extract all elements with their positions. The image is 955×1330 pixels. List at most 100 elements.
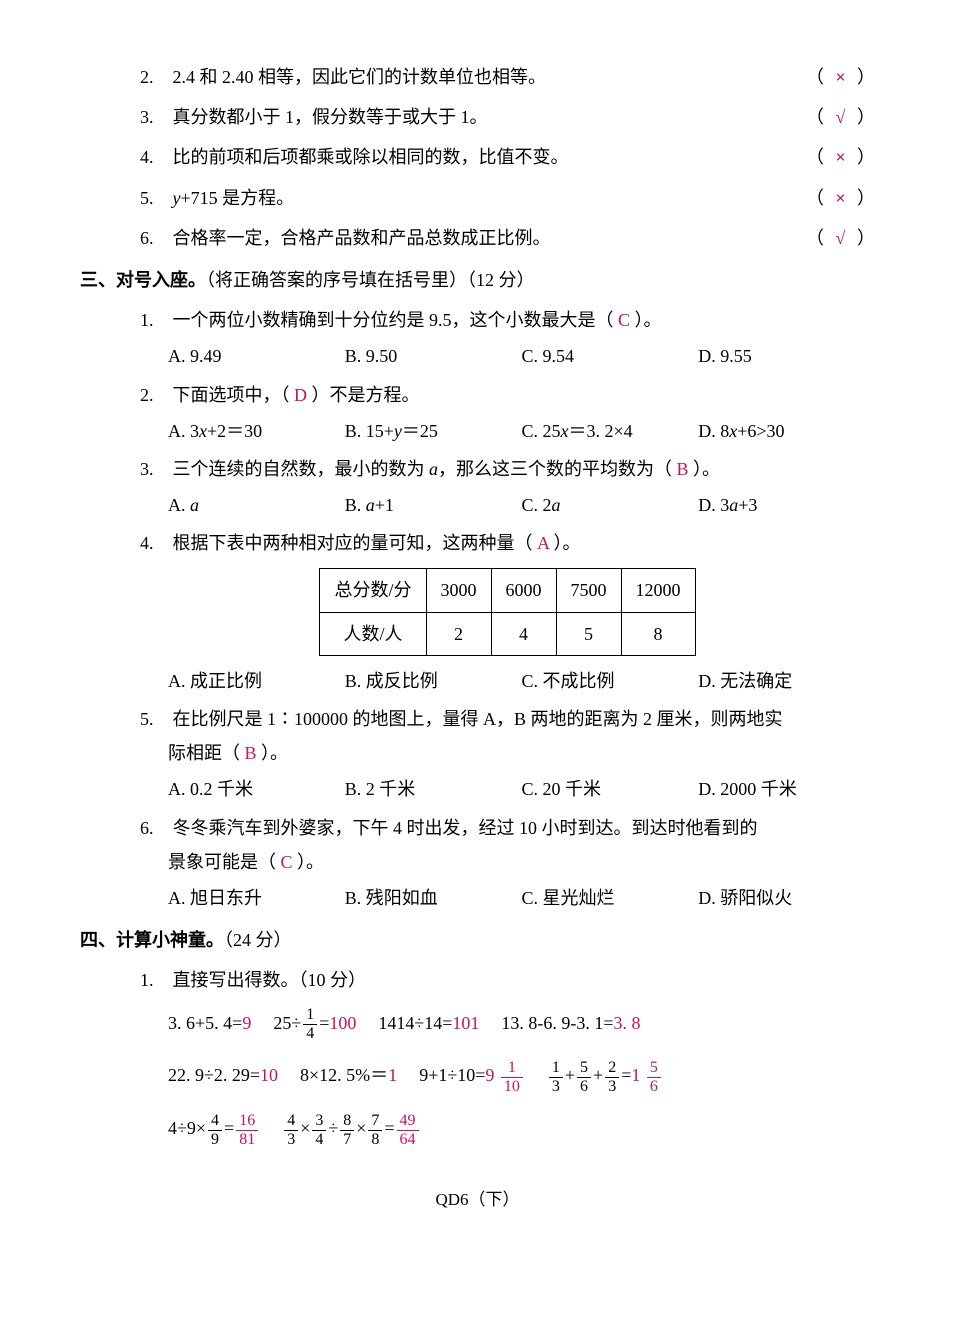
tf-paren: （ × ） <box>806 181 875 215</box>
mc-options: A. 9.49 B. 9.50 C. 9.54 D. 9.55 <box>140 339 875 373</box>
mc-stem-post: ）。 <box>554 533 581 553</box>
mc-stem-pre: 根据下表中两种相对应的量可知，这两种量（ <box>173 533 533 553</box>
mc-item: 2. 下面选项中，（ D ）不是方程。 A. 3x+2＝30 B. 15+y＝2… <box>80 378 875 448</box>
mc-answer: D <box>290 385 312 405</box>
sec4-points: （24 分） <box>224 930 292 950</box>
mc-opt: B. 残阳如血 <box>345 881 522 915</box>
calc-expr: 22. 9÷2. 29= <box>168 1065 260 1085</box>
table-row: 人数/人 2 4 5 8 <box>320 612 695 655</box>
tf-text: 5. y+715 是方程。 <box>140 181 806 215</box>
mc-opt: A. 成正比例 <box>168 664 345 698</box>
mc-opt: B. 成反比例 <box>345 664 522 698</box>
mc-stem: 2. 下面选项中，（ D ）不是方程。 <box>140 378 875 412</box>
calc-item: 13. 8-6. 9-3. 1=3. 8 <box>501 1006 640 1043</box>
mc-options: A. 3x+2＝30 B. 15+y＝25 C. 25x＝3. 2×4 D. 8… <box>140 414 875 448</box>
mc-item: 3. 三个连续的自然数，最小的数为 a，那么这三个数的平均数为（ B ）。 A.… <box>80 452 875 522</box>
mc-opt: B. 15+y＝25 <box>345 414 522 448</box>
mc-stem-post: ）。 <box>635 310 662 330</box>
mc-opt: A. 0.2 千米 <box>168 772 345 806</box>
mc-stem-pre: 下面选项中，（ <box>173 385 290 405</box>
mc-options: A. 0.2 千米 B. 2 千米 C. 20 千米 D. 2000 千米 <box>140 772 875 806</box>
mc-opt: C. 25x＝3. 2×4 <box>522 414 699 448</box>
tf-statement: y+715 是方程。 <box>173 188 295 208</box>
table-cell: 12000 <box>621 569 695 612</box>
mc-opt: C. 星光灿烂 <box>522 881 699 915</box>
calc-ans: 1 <box>388 1065 397 1085</box>
mc-stem: 6. 冬冬乘汽车到外婆家，下午 4 时出发，经过 10 小时到达。到达时他看到的… <box>140 811 875 879</box>
calc-item: 22. 9÷2. 29=10 <box>168 1058 278 1095</box>
tf-statement: 合格率一定，合格产品数和产品总数成正比例。 <box>173 228 551 248</box>
tf-mark: × <box>829 60 853 94</box>
mc-answer: C <box>276 852 297 872</box>
calc-row: 22. 9÷2. 29=10 8×12. 5%＝1 9+1÷10=9 110 1… <box>80 1058 875 1111</box>
tf-text: 6. 合格率一定，合格产品数和产品总数成正比例。 <box>140 221 806 255</box>
table-cell: 总分数/分 <box>320 569 426 612</box>
mc-item: 5. 在比例尺是 1∶100000 的地图上，量得 A，B 两地的距离为 2 厘… <box>80 702 875 807</box>
mc-stem: 3. 三个连续的自然数，最小的数为 a，那么这三个数的平均数为（ B ）。 <box>140 452 875 486</box>
mc-answer: C <box>614 310 635 330</box>
mc-stem-post: ）。 <box>297 852 324 872</box>
table-cell: 人数/人 <box>320 612 426 655</box>
mc-opt: A. 3x+2＝30 <box>168 414 345 448</box>
mc-opt: A. 9.49 <box>168 339 345 373</box>
calc-item: 9+1÷10=9 110 <box>419 1058 525 1095</box>
calc-expr: 8×12. 5%＝ <box>300 1065 388 1085</box>
tf-statement: 比的前项和后项都乘或除以相同的数，比值不变。 <box>173 147 569 167</box>
table-cell: 5 <box>556 612 621 655</box>
sec3-note: （将正确答案的序号填在括号里）（12 分） <box>206 270 535 290</box>
sub-label: 直接写出得数。（10 分） <box>173 970 367 990</box>
mc-opt: D. 3a+3 <box>698 488 875 522</box>
calc-ans: 3. 8 <box>614 1013 641 1033</box>
mc-stem-line2: 际相距（ B ）。 <box>140 736 875 770</box>
mc-idx: 3. <box>140 452 168 486</box>
calc-ans: 4964 <box>395 1118 421 1138</box>
calc-ans: 101 <box>452 1013 479 1033</box>
mc-stem-post: ）。 <box>261 743 288 763</box>
calc-expr: 13+56+23= <box>547 1065 631 1085</box>
calc-expr: 4÷9×49= <box>168 1118 234 1138</box>
tf-item: 4. 比的前项和后项都乘或除以相同的数，比值不变。 （ × ） <box>80 140 875 174</box>
calc-ans: 1681 <box>234 1118 260 1138</box>
mc-idx: 6. <box>140 811 168 845</box>
calc-item: 1414÷14=101 <box>378 1006 479 1043</box>
mc-opt: D. 骄阳似火 <box>698 881 875 915</box>
calc-ans: 1 56 <box>631 1065 663 1085</box>
calc-expr: 13. 8-6. 9-3. 1= <box>501 1013 613 1033</box>
mc-idx: 4. <box>140 526 168 560</box>
mc-answer: B <box>672 459 693 479</box>
mc-opt: C. 9.54 <box>522 339 699 373</box>
table-cell: 3000 <box>426 569 491 612</box>
mc-idx: 5. <box>140 702 168 736</box>
mc-idx: 1. <box>140 303 168 337</box>
tf-paren: （ √ ） <box>806 100 875 134</box>
mc-stem-post: ）。 <box>693 459 720 479</box>
sec3-main: 三、对号入座。 <box>80 270 206 290</box>
mc-options: A. 旭日东升 B. 残阳如血 C. 星光灿烂 D. 骄阳似火 <box>140 881 875 915</box>
mc-stem: 5. 在比例尺是 1∶100000 的地图上，量得 A，B 两地的距离为 2 厘… <box>140 702 875 770</box>
calc-item: 25÷14=100 <box>273 1006 356 1043</box>
calc-row: 4÷9×49=1681 43×34÷87×78=4964 <box>80 1111 875 1164</box>
mc-opt: D. 无法确定 <box>698 664 875 698</box>
calc-item: 8×12. 5%＝1 <box>300 1058 397 1095</box>
sec4-main: 四、计算小神童。 <box>80 930 224 950</box>
calc-expr: 25÷14= <box>273 1013 329 1033</box>
mc-stem: 1. 一个两位小数精确到十分位约是 9.5，这个小数最大是（ C ）。 <box>140 303 875 337</box>
mc-opt: C. 20 千米 <box>522 772 699 806</box>
mc-idx: 2. <box>140 378 168 412</box>
tf-paren: （ × ） <box>806 60 875 94</box>
tf-mark: √ <box>829 100 853 134</box>
section-true-false: 2. 2.4 和 2.40 相等，因此它们的计数单位也相等。 （ × ） 3. … <box>80 60 875 255</box>
tf-mark: √ <box>829 221 853 255</box>
calc-expr: 1414÷14= <box>378 1013 452 1033</box>
mc-opt: B. 2 千米 <box>345 772 522 806</box>
tf-paren: （ √ ） <box>806 221 875 255</box>
mc-item: 6. 冬冬乘汽车到外婆家，下午 4 时出发，经过 10 小时到达。到达时他看到的… <box>80 811 875 916</box>
mc-opt: D. 2000 千米 <box>698 772 875 806</box>
calc-ans: 10 <box>260 1065 278 1085</box>
table-cell: 7500 <box>556 569 621 612</box>
mc-opt: B. 9.50 <box>345 339 522 373</box>
table-cell: 4 <box>491 612 556 655</box>
mc-opt: A. 旭日东升 <box>168 881 345 915</box>
section4-title: 四、计算小神童。（24 分） <box>80 923 875 957</box>
tf-text: 2. 2.4 和 2.40 相等，因此它们的计数单位也相等。 <box>140 60 806 94</box>
